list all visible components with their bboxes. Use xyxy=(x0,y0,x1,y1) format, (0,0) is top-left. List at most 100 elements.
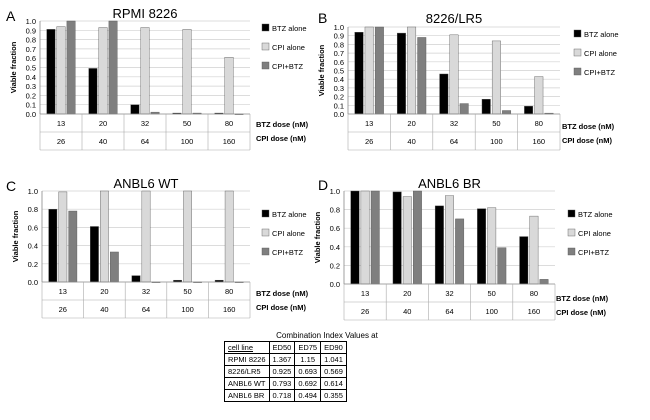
y-tick-label: 0.4 xyxy=(334,75,344,84)
legend-label: CPI alone xyxy=(584,49,617,58)
bar xyxy=(524,105,534,115)
bar xyxy=(497,247,507,285)
y-tick-label: 0.8 xyxy=(26,36,36,45)
table-row: RPMI 8226 1.367 1.15 1.041 xyxy=(224,353,347,366)
legend-swatch xyxy=(573,67,582,76)
bar xyxy=(370,190,380,285)
ci-header-ed90: ED90 xyxy=(320,341,347,354)
y-axis-label: Viable fraction xyxy=(11,210,20,262)
y-tick-label: 0.2 xyxy=(334,93,344,102)
btz-dose-tick-label: 13 xyxy=(361,289,369,298)
cpi-dose-row-label: CPI dose (nM) xyxy=(256,303,307,312)
y-tick-label: 0.3 xyxy=(26,82,36,91)
btz-dose-tick-label: 13 xyxy=(59,287,67,296)
bar xyxy=(48,208,58,283)
bar xyxy=(98,27,108,115)
cpi-dose-tick-label: 64 xyxy=(445,307,453,316)
bar xyxy=(90,226,99,283)
bar xyxy=(455,218,465,285)
cpi-dose-tick-label: 160 xyxy=(223,137,236,146)
y-tick-label: 0.2 xyxy=(26,91,36,100)
panel-letter: A xyxy=(6,8,16,24)
btz-dose-tick-label: 32 xyxy=(141,119,149,128)
ci-header-row: cell line ED50 ED75 ED90 xyxy=(224,341,347,354)
ci-cell: 0.793 xyxy=(268,377,296,390)
bar xyxy=(449,34,459,115)
btz-dose-tick-label: 50 xyxy=(183,119,191,128)
y-tick-label: 1.0 xyxy=(330,187,340,196)
y-tick-label: 1.0 xyxy=(334,23,344,32)
bar xyxy=(459,103,469,115)
cpi-dose-tick-label: 26 xyxy=(57,137,65,146)
y-tick-label: 0.2 xyxy=(330,261,340,270)
legend-label: CPI alone xyxy=(272,229,305,238)
bar xyxy=(364,26,374,115)
bar xyxy=(354,32,364,115)
bar xyxy=(491,40,501,115)
btz-dose-tick-label: 50 xyxy=(183,287,191,296)
btz-dose-tick-label: 80 xyxy=(225,119,233,128)
btz-dose-tick-label: 20 xyxy=(99,119,107,128)
y-tick-label: 0.3 xyxy=(334,84,344,93)
legend-label: BTZ alone xyxy=(272,24,307,33)
btz-dose-row-label: BTZ dose (nM) xyxy=(562,122,615,131)
bar xyxy=(374,26,384,115)
bar xyxy=(350,190,360,285)
btz-dose-tick-label: 50 xyxy=(492,119,500,128)
legend-label: CPI alone xyxy=(272,43,305,52)
bar xyxy=(529,215,539,285)
cpi-dose-row-label: CPI dose (nM) xyxy=(256,134,307,143)
cpi-dose-tick-label: 26 xyxy=(361,307,369,316)
legend-label: CPI+BTZ xyxy=(584,68,615,77)
legend-swatch xyxy=(261,42,270,51)
y-tick-label: 0.0 xyxy=(28,278,38,287)
bar xyxy=(141,190,151,283)
bar xyxy=(539,279,549,285)
bar xyxy=(88,68,98,115)
bar xyxy=(413,190,422,285)
cpi-dose-tick-label: 40 xyxy=(403,307,411,316)
legend-swatch xyxy=(261,209,270,218)
panel-letter: D xyxy=(318,177,328,193)
bar xyxy=(407,26,417,115)
cpi-dose-tick-label: 40 xyxy=(99,137,107,146)
ci-cell: 1.367 xyxy=(268,353,296,366)
btz-dose-row-label: BTZ dose (nM) xyxy=(256,120,309,129)
y-tick-label: 0.4 xyxy=(330,243,340,252)
legend-swatch xyxy=(567,209,576,218)
y-tick-label: 0.5 xyxy=(334,67,344,76)
legend-label: CPI+BTZ xyxy=(578,248,609,257)
ci-cell: RPMI 8226 xyxy=(224,353,270,366)
ci-cell: 0.355 xyxy=(320,389,347,402)
table-row: ANBL6 WT 0.793 0.692 0.614 xyxy=(224,377,347,390)
bar xyxy=(140,27,150,115)
btz-dose-row-label: BTZ dose (nM) xyxy=(556,294,609,303)
cpi-dose-tick-label: 64 xyxy=(141,137,149,146)
ci-cell: 0.718 xyxy=(268,389,296,402)
bar xyxy=(224,57,234,115)
ci-header-cell-line: cell line xyxy=(224,341,270,354)
ci-cell: 0.614 xyxy=(320,377,347,390)
bar xyxy=(402,196,412,285)
legend-swatch xyxy=(573,48,582,57)
cpi-dose-tick-label: 64 xyxy=(142,305,150,314)
y-tick-label: 0.7 xyxy=(334,49,344,58)
ci-cell: ANBL6 WT xyxy=(224,377,270,390)
combination-index-table: cell line ED50 ED75 ED90 RPMI 8226 1.367… xyxy=(224,341,347,402)
bar xyxy=(487,207,497,285)
bar xyxy=(519,236,529,285)
btz-dose-tick-label: 32 xyxy=(445,289,453,298)
cpi-dose-tick-label: 64 xyxy=(450,137,458,146)
legend-swatch xyxy=(261,247,270,256)
cpi-dose-row-label: CPI dose (nM) xyxy=(556,308,607,317)
y-tick-label: 0.8 xyxy=(334,40,344,49)
cpi-dose-tick-label: 100 xyxy=(485,307,498,316)
y-tick-label: 0.5 xyxy=(26,64,36,73)
bar xyxy=(502,110,512,115)
legend-swatch xyxy=(567,247,576,256)
btz-dose-tick-label: 20 xyxy=(403,289,411,298)
ci-cell: 0.692 xyxy=(294,377,322,390)
btz-dose-tick-label: 80 xyxy=(530,289,538,298)
ci-header-ed75: ED75 xyxy=(294,341,322,354)
bar xyxy=(182,29,192,115)
